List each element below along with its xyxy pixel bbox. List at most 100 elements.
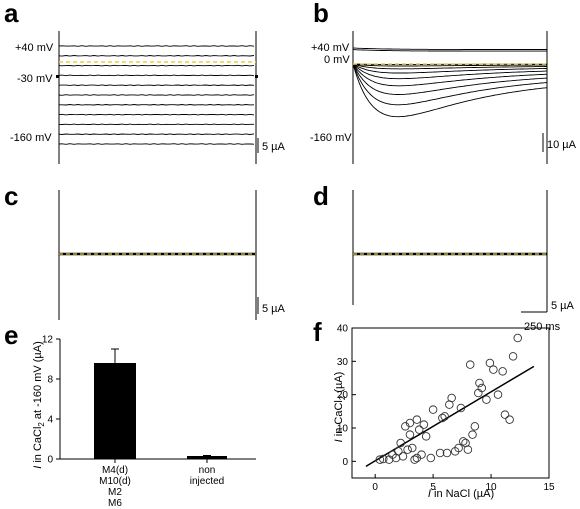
scatter-point [485,358,495,368]
panel-a-marker-left [56,75,59,78]
scatter-point [493,390,503,399]
panel-b-trace [352,63,548,95]
scatter-point [513,333,522,343]
scatter-point [500,410,510,419]
scatter-chart-xlabel-main: I [428,488,431,500]
panel-d-time-label: 250 ms [524,321,561,333]
panel-a-marker-right [255,75,258,78]
panel-f: f 0 5 10 15 0 10 20 30 40 I in CaCl2 (µA) I in N… [313,317,555,500]
scatter-point [410,455,419,464]
scatter-chart-xtick-label: 15 [543,482,555,493]
scatter-point [405,430,415,439]
fit-line [365,365,535,467]
bar-chart-ylabel-rest: in CaCl [32,427,44,466]
panel-b-label-0mv: 0 mV [324,54,350,66]
panel-a: a +40 mV -30 mV -160 mV 5 µA [4,0,286,164]
panel-d-scale-label: 5 µA [551,300,575,312]
scatter-point [468,430,477,439]
panel-f-letter: f [313,317,322,347]
panel-c: c 5 µA [4,181,286,320]
panel-a-label-minus160: -160 mV [10,132,52,144]
scatter-chart-xtick-label: 5 [430,482,436,493]
scatter-point [458,437,468,446]
panel-b-trace [352,63,547,74]
scatter-point [477,383,487,393]
scatter-chart-ylabel: I in CaCl2 (µA) [333,372,347,443]
bar-category-label: non [199,465,216,476]
bar-chart-ylabel-tail: at -160 mV (µA) [32,341,44,422]
panel-a-trace [58,64,255,67]
bar [187,456,227,459]
scatter-chart-ytick-label: 30 [337,357,349,368]
panel-c-scale-label: 5 µA [262,303,286,315]
panel-a-trace [58,133,255,135]
scatter-point [475,378,484,388]
panel-b-trace [352,63,547,87]
scatter-point [442,448,452,458]
panel-c-letter: c [4,181,18,211]
panel-b-trace [352,63,548,106]
panel-a-trace [58,74,255,77]
scatter-point [394,447,403,456]
scatter-point [408,443,417,453]
panel-a-trace [58,45,255,47]
panel-d: d 5 µA 250 ms [313,181,575,333]
panel-a-label-minus30: -30 mV [17,73,53,85]
scatter-point [426,453,436,463]
scatter-point [412,415,422,424]
scatter-point [454,443,463,453]
scatter-point [456,403,466,413]
scatter-point [508,352,518,361]
panel-b-trace [352,49,547,52]
scatter-chart-xtick-label: 10 [485,482,497,493]
bar-category-label: M10(d) [99,476,131,487]
bar-category-label: injected [190,476,224,487]
scatter-point [447,393,456,403]
panel-b-label-minus160: -160 mV [310,132,352,144]
scatter-point [482,395,491,404]
scatter-chart-ylabel-tail: (µA) [333,372,345,396]
scatter-point [398,452,408,461]
bar-chart-ylabel: I in CaCl2 at -160 mV (µA) [32,341,46,469]
scatter-point [417,450,426,459]
panel-b-label-plus40: +40 mV [311,42,350,54]
bar-category-label: M6 [108,498,122,509]
bar-category-label: M2 [108,487,122,498]
scatter-chart-ytick-label: 10 [337,424,349,435]
scatter-point [396,438,405,448]
bar-chart-ytick-label: 0 [47,455,53,466]
scatter-point [403,445,412,454]
scatter-point [505,415,514,424]
bar-chart-ylabel-main: I [32,466,44,469]
scatter-chart-xlabel: I in NaCl (µA) [428,488,494,500]
bar-category-label: M4(d) [102,465,128,476]
panel-e-letter: e [4,320,18,350]
panel-a-trace [58,123,254,126]
panel-b-trace [352,47,547,50]
scatter-chart-ylabel-sub: 2 [338,395,347,400]
scatter-point [428,405,438,414]
scatter-chart-ytick-label: 20 [337,390,349,401]
scatter-chart-ytick-label: 40 [337,324,349,335]
scatter-chart-ylabel-main: I [333,439,345,442]
panel-a-trace [58,143,255,145]
scatter-chart-ytick-label: 0 [342,457,348,468]
panel-b-scale-label: 10 µA [547,139,577,151]
scatter-chart-xlabel-rest: in NaCl (µA) [431,488,494,500]
scatter-point [414,425,424,434]
panel-d-letter: d [313,181,329,211]
panel-b-trace [352,63,547,80]
panel-a-label-plus40: +40 mV [15,42,54,54]
panel-b-trace [352,63,547,70]
bar-chart-ytick-label: 4 [47,415,53,426]
scatter-point [405,418,415,428]
scatter-point [470,422,480,431]
bar [94,363,136,459]
scatter-chart-xtick-label: 0 [372,482,378,493]
panel-a-letter: a [4,0,19,28]
panel-a-trace [58,84,255,86]
bar-chart-ylabel-sub: 2 [37,422,46,427]
